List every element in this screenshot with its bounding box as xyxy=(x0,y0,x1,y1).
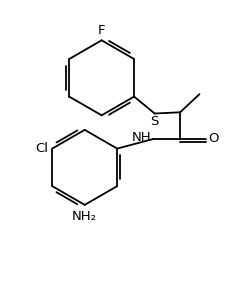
Text: S: S xyxy=(151,115,159,128)
Text: O: O xyxy=(208,132,219,145)
Text: NH₂: NH₂ xyxy=(72,210,97,223)
Text: F: F xyxy=(98,24,105,37)
Text: Cl: Cl xyxy=(36,142,49,155)
Text: NH: NH xyxy=(132,131,151,144)
